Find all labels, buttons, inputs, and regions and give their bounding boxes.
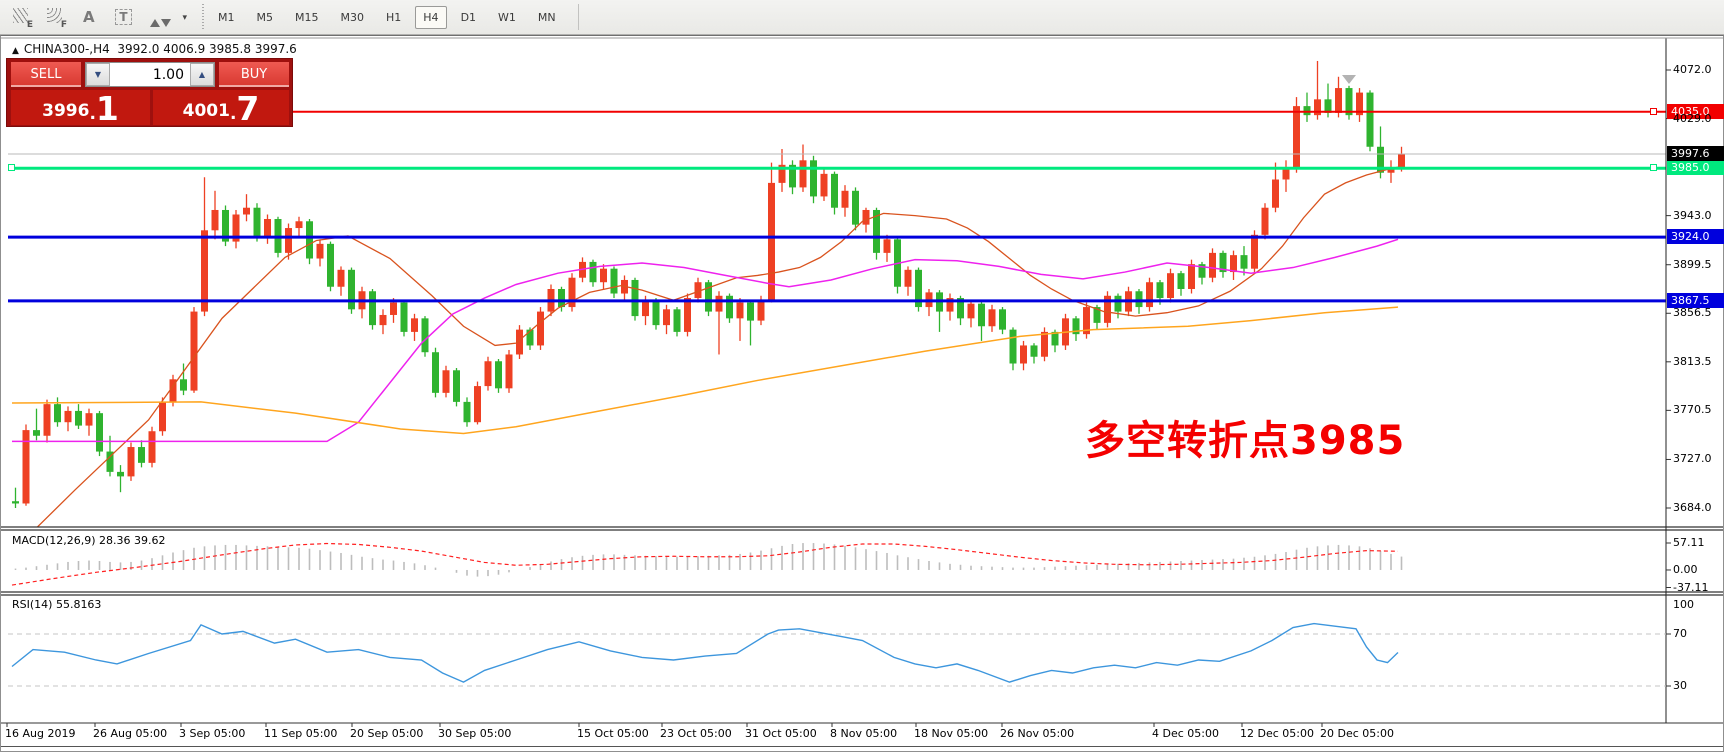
text-label-icon[interactable]: T (112, 5, 136, 29)
price-tick-label: 4029.0 (1673, 111, 1712, 125)
timeframe-button-h4[interactable]: H4 (415, 5, 447, 29)
chart-annotation-text[interactable]: 多空转折点3985 (1085, 418, 1406, 464)
price-tick-label: 3813.5 (1673, 354, 1712, 368)
current-price-badge: 3997.6 (1667, 145, 1724, 161)
hline-handle[interactable] (8, 164, 15, 172)
price-badge-4035.0: 4035.0 (1667, 103, 1724, 119)
macd-tick-label: 0.00 (1673, 562, 1698, 576)
price-tick-label: 3727.0 (1673, 452, 1712, 466)
experts-hatch-icon[interactable]: E (10, 5, 34, 30)
date-label: 26 Nov 05:00 (1000, 727, 1075, 740)
date-label: 16 Aug 2019 (5, 727, 76, 740)
price-tick-label: 3770.5 (1673, 403, 1712, 417)
rsi-tick-label: 100 (1673, 598, 1694, 611)
buy-price-display[interactable]: 4001. 7 (153, 90, 289, 125)
toolbar-grip (202, 4, 204, 30)
date-label: 15 Oct 05:00 (577, 727, 649, 740)
price-badge-3867.5: 3867.5 (1667, 292, 1724, 308)
chart-frame (0, 35, 1724, 752)
buy-button[interactable]: BUY (219, 62, 289, 87)
hline-handle[interactable] (1650, 107, 1657, 115)
date-label: 20 Sep 05:00 (350, 727, 424, 740)
volume-stepper: ▼ ▲ (85, 62, 215, 87)
toolbar: E F A T ▾ M1 M5 M15 M30 H1 H4 D1 W1 MN (0, 0, 1724, 35)
timeframe-button-h1[interactable]: H1 (386, 10, 402, 24)
sell-price-display[interactable]: 3996. 1 (11, 90, 150, 125)
date-label: 31 Oct 05:00 (745, 727, 817, 740)
forecast-grid-icon[interactable]: F (44, 5, 68, 30)
date-label: 3 Sep 05:00 (179, 727, 246, 740)
price-badge-3924.0: 3924.0 (1667, 229, 1724, 245)
rsi-tick-label: 70 (1673, 627, 1687, 640)
expand-triangle-icon[interactable]: ▲ (12, 46, 19, 56)
chart-window: ▲ CHINA300-,H4 3992.0 4006.9 3985.8 3997.… (0, 35, 1724, 752)
timeframe-button-w1[interactable]: W1 (498, 10, 516, 24)
price-badge-3985.0: 3985.0 (1667, 160, 1724, 176)
rsi-label: RSI(14) 55.8163 (12, 598, 102, 611)
timeframe-button-m30[interactable]: M30 (340, 10, 365, 24)
price-tick-label: 3856.5 (1673, 306, 1712, 320)
macd-label: MACD(12,26,9) 28.36 39.62 (12, 534, 166, 547)
price-tick-label: 3684.0 (1673, 501, 1712, 514)
toolbar-separator (577, 4, 579, 30)
macd-tick-label: -37.11 (1673, 580, 1709, 594)
date-label: 11 Sep 05:00 (264, 727, 338, 740)
timeframe-button-d1[interactable]: D1 (460, 10, 477, 24)
date-label: 26 Aug 05:00 (93, 727, 168, 740)
symbol-ohlc: 3992.0 4006.9 3985.8 3997.6 (117, 42, 297, 56)
price-tick-label: 3943.0 (1673, 208, 1712, 222)
symbol-header: ▲ CHINA300-,H4 3992.0 4006.9 3985.8 3997.… (12, 42, 297, 56)
text-insert-icon[interactable]: A (83, 8, 95, 26)
volume-decrease-button[interactable]: ▼ (86, 63, 110, 86)
timeframe-button-mn[interactable]: MN (537, 10, 556, 24)
date-label: 18 Nov 05:00 (914, 727, 989, 740)
date-label: 12 Dec 05:00 (1240, 727, 1314, 740)
rsi-tick-label: 30 (1673, 679, 1687, 692)
timeframe-button-m15[interactable]: M15 (295, 10, 319, 24)
date-label: 4 Dec 05:00 (1152, 727, 1219, 740)
date-label: 20 Dec 05:00 (1320, 727, 1394, 740)
volume-input[interactable] (110, 63, 190, 86)
arrows-objects-icon[interactable]: ▾ (146, 5, 190, 29)
date-label: 30 Sep 05:00 (438, 727, 512, 740)
date-label: 23 Oct 05:00 (660, 727, 732, 740)
hline-handle[interactable] (1650, 164, 1657, 172)
chart-shift-marker[interactable] (1342, 75, 1356, 84)
chevron-down-icon: ▾ (182, 13, 187, 23)
one-click-trade-panel: SELL ▼ ▲ BUY 3996.1 4001.7 (6, 58, 293, 127)
macd-tick-label: 57.11 (1673, 536, 1705, 549)
symbol-name: CHINA300-,H4 (23, 42, 110, 56)
price-tick-label: 4072.0 (1673, 63, 1712, 76)
sell-button[interactable]: SELL (11, 62, 81, 87)
timeframe-bar: M1 M5 M15 M30 H1 H4 D1 W1 MN (204, 5, 564, 29)
price-tick-label: 3899.5 (1673, 257, 1712, 271)
volume-increase-button[interactable]: ▲ (190, 63, 214, 86)
timeframe-button-m1[interactable]: M1 (218, 10, 235, 24)
date-label: 8 Nov 05:00 (830, 727, 898, 740)
timeframe-button-m5[interactable]: M5 (256, 10, 274, 24)
